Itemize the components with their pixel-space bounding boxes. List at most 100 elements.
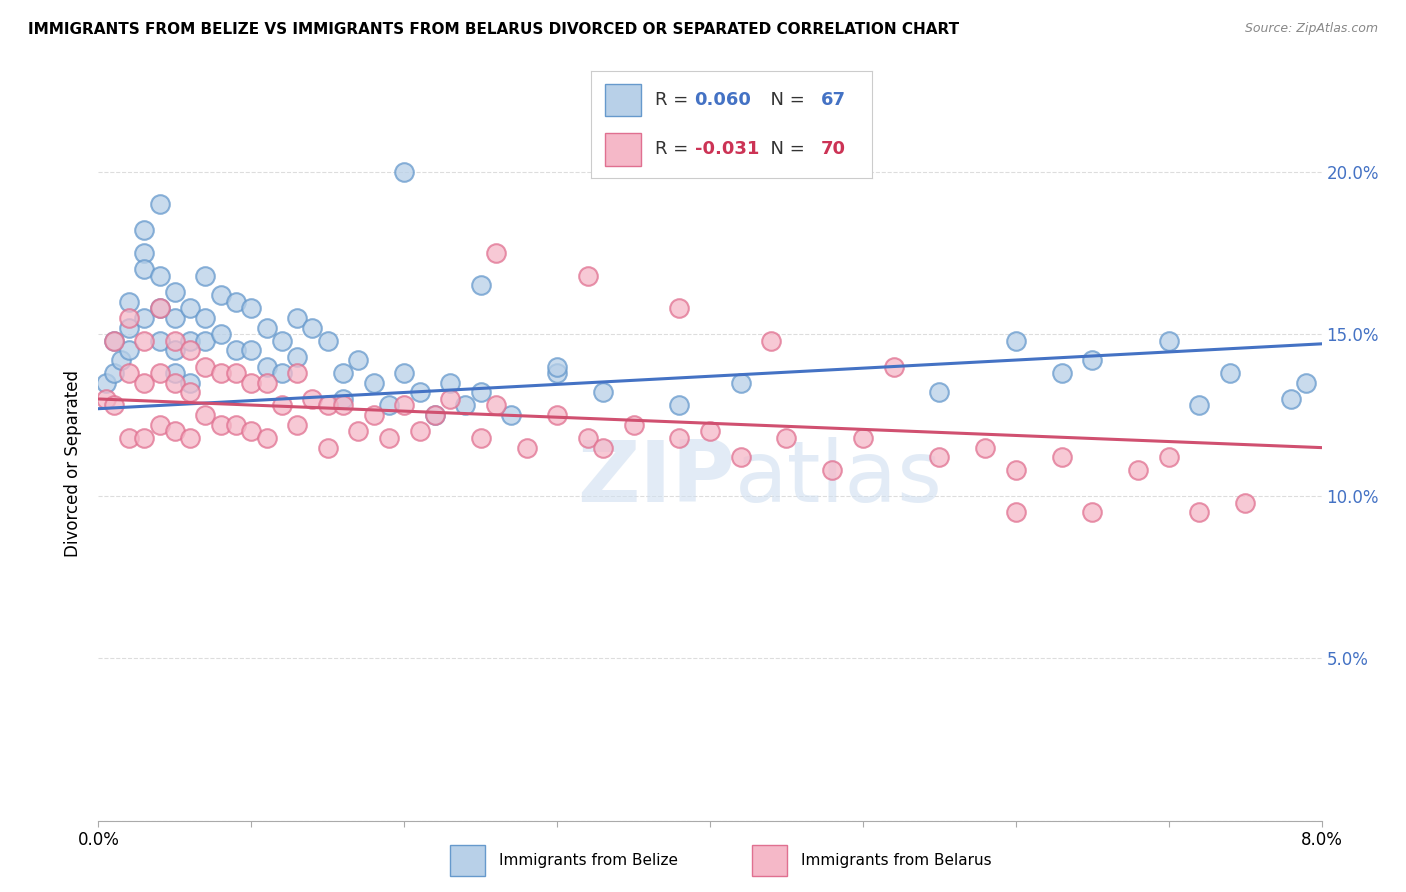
Point — [363, 376, 385, 390]
Point — [1295, 376, 1317, 390]
Point — [775, 431, 797, 445]
Point — [470, 431, 492, 445]
Bar — [752, 846, 787, 876]
Point — [516, 441, 538, 455]
Point — [163, 366, 186, 380]
Text: 0.060: 0.060 — [695, 91, 751, 109]
Point — [179, 301, 201, 315]
Point — [179, 385, 201, 400]
Point — [110, 353, 132, 368]
Point — [240, 301, 263, 315]
Point — [883, 359, 905, 374]
Point — [408, 385, 430, 400]
Point — [240, 376, 263, 390]
Point — [1050, 366, 1073, 380]
Point — [118, 343, 141, 358]
Point — [163, 334, 186, 348]
Point — [485, 246, 508, 260]
Point — [1050, 450, 1073, 465]
Point — [179, 343, 201, 358]
Point — [408, 425, 430, 439]
Point — [392, 165, 416, 179]
Point — [668, 301, 690, 315]
Point — [546, 359, 568, 374]
Point — [163, 285, 186, 299]
Point — [179, 431, 201, 445]
Point — [347, 425, 370, 439]
Point — [668, 431, 690, 445]
Point — [103, 334, 125, 348]
Point — [378, 399, 401, 413]
Text: N =: N = — [759, 141, 811, 159]
Point — [316, 334, 339, 348]
Text: -0.031: -0.031 — [695, 141, 759, 159]
Text: 67: 67 — [821, 91, 846, 109]
Point — [974, 441, 997, 455]
Point — [316, 399, 339, 413]
Point — [1004, 463, 1026, 477]
Point — [928, 385, 950, 400]
Point — [546, 408, 568, 422]
Point — [225, 294, 247, 309]
Point — [134, 376, 156, 390]
Point — [301, 320, 323, 334]
Point — [194, 359, 217, 374]
Point — [225, 417, 247, 432]
Text: atlas: atlas — [734, 436, 942, 520]
Point — [576, 268, 599, 283]
Point — [118, 294, 141, 309]
Point — [316, 441, 339, 455]
Point — [439, 376, 461, 390]
Point — [285, 417, 308, 432]
Point — [163, 425, 186, 439]
Text: ZIP: ZIP — [576, 436, 734, 520]
Point — [149, 301, 172, 315]
Point — [179, 334, 201, 348]
Point — [149, 301, 172, 315]
Text: 70: 70 — [821, 141, 846, 159]
Point — [378, 431, 401, 445]
Point — [149, 417, 172, 432]
Point — [928, 450, 950, 465]
Point — [270, 334, 294, 348]
Text: Immigrants from Belarus: Immigrants from Belarus — [801, 854, 993, 868]
Text: IMMIGRANTS FROM BELIZE VS IMMIGRANTS FROM BELARUS DIVORCED OR SEPARATED CORRELAT: IMMIGRANTS FROM BELIZE VS IMMIGRANTS FRO… — [28, 22, 959, 37]
Point — [118, 431, 141, 445]
Point — [225, 366, 247, 380]
Point — [163, 376, 186, 390]
Point — [163, 310, 186, 325]
Point — [759, 334, 782, 348]
Point — [423, 408, 446, 422]
Point — [134, 334, 156, 348]
Point — [194, 408, 217, 422]
Point — [363, 408, 385, 422]
Point — [149, 197, 172, 211]
Point — [1188, 399, 1211, 413]
Point — [285, 350, 308, 364]
Point — [347, 353, 370, 368]
Point — [103, 399, 125, 413]
Text: N =: N = — [759, 91, 811, 109]
Point — [470, 278, 492, 293]
Text: R =: R = — [655, 141, 695, 159]
Text: Immigrants from Belize: Immigrants from Belize — [499, 854, 678, 868]
Point — [270, 366, 294, 380]
Point — [240, 425, 263, 439]
Y-axis label: Divorced or Separated: Divorced or Separated — [65, 370, 83, 558]
Point — [270, 399, 294, 413]
Point — [623, 417, 645, 432]
Point — [1279, 392, 1302, 406]
Point — [332, 366, 354, 380]
Point — [118, 310, 141, 325]
Point — [821, 463, 844, 477]
Point — [103, 366, 125, 380]
Point — [332, 399, 354, 413]
Point — [209, 288, 232, 302]
Point — [209, 417, 232, 432]
Text: Source: ZipAtlas.com: Source: ZipAtlas.com — [1244, 22, 1378, 36]
Point — [103, 334, 125, 348]
Point — [332, 392, 354, 406]
Point — [179, 376, 201, 390]
Point — [240, 343, 263, 358]
Point — [592, 385, 614, 400]
